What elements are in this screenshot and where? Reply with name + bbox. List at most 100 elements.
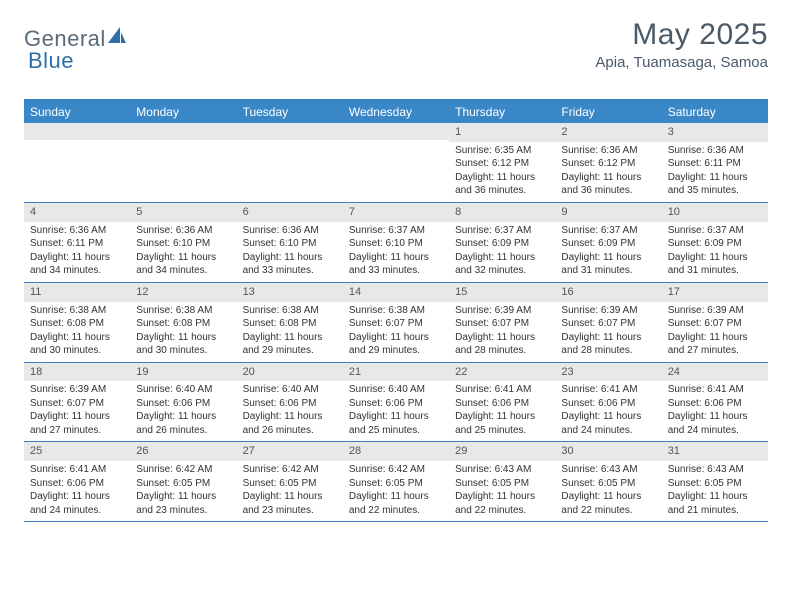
sunrise-text: Sunrise: 6:42 AM: [243, 463, 337, 477]
day-number: 11: [24, 283, 130, 302]
day-number: 21: [343, 363, 449, 382]
calendar-grid: SundayMondayTuesdayWednesdayThursdayFrid…: [24, 99, 768, 522]
weekday-saturday: Saturday: [662, 101, 768, 123]
day-number: 29: [449, 442, 555, 461]
daylight-text: Daylight: 11 hours and 21 minutes.: [668, 490, 762, 517]
day-body: Sunrise: 6:37 AMSunset: 6:10 PMDaylight:…: [343, 224, 449, 278]
daylight-text: Daylight: 11 hours and 23 minutes.: [243, 490, 337, 517]
daylight-text: Daylight: 11 hours and 23 minutes.: [136, 490, 230, 517]
sunrise-text: Sunrise: 6:38 AM: [349, 304, 443, 318]
day-cell: 3Sunrise: 6:36 AMSunset: 6:11 PMDaylight…: [662, 123, 768, 202]
day-body: Sunrise: 6:43 AMSunset: 6:05 PMDaylight:…: [555, 463, 661, 517]
day-number: 7: [343, 203, 449, 222]
week-row: 4 Sunrise: 6:36 AM Sunset: 6:11 PM Daylight…: [24, 203, 768, 283]
day-body: Sunrise: 6:37 AMSunset: 6:09 PMDaylight:…: [555, 224, 661, 278]
day-cell: 9Sunrise: 6:37 AMSunset: 6:09 PMDaylight…: [555, 203, 661, 282]
day-body: Sunrise: 6:36 AMSunset: 6:11 PMDaylight:…: [662, 144, 768, 198]
weekday-header-row: SundayMondayTuesdayWednesdayThursdayFrid…: [24, 101, 768, 123]
sunset-text: Sunset: 6:06 PM: [455, 397, 549, 411]
day-cell: 10Sunrise: 6:37 AMSunset: 6:09 PMDayligh…: [662, 203, 768, 282]
day-number: 17: [662, 283, 768, 302]
day-body: Sunrise: 6:41 AMSunset: 6:06 PMDaylight:…: [449, 383, 555, 437]
day-number: 16: [555, 283, 661, 302]
day-number: 2: [555, 123, 661, 142]
daylight-text: Daylight: 11 hours and 24 minutes.: [561, 410, 655, 437]
day-cell: 24Sunrise: 6:41 AMSunset: 6:06 PMDayligh…: [662, 363, 768, 442]
sunset-text: Sunset: 6:11 PM: [668, 157, 762, 171]
sunrise-text: Sunrise: 6:37 AM: [561, 224, 655, 238]
day-number: [237, 123, 343, 140]
day-cell: 2Sunrise: 6:36 AMSunset: 6:12 PMDaylight…: [555, 123, 661, 202]
logo: General: [24, 18, 130, 52]
day-body: Sunrise: 6:43 AMSunset: 6:05 PMDaylight:…: [662, 463, 768, 517]
day-number: 6: [237, 203, 343, 222]
day-body: Sunrise: 6:43 AMSunset: 6:05 PMDaylight:…: [449, 463, 555, 517]
day-number: 14: [343, 283, 449, 302]
day-cell: 22Sunrise: 6:41 AMSunset: 6:06 PMDayligh…: [449, 363, 555, 442]
day-cell: 26Sunrise: 6:42 AMSunset: 6:05 PMDayligh…: [130, 442, 236, 521]
sunset-text: Sunset: 6:08 PM: [243, 317, 337, 331]
sunrise-text: Sunrise: 6:36 AM: [561, 144, 655, 158]
day-body: Sunrise: 6:42 AMSunset: 6:05 PMDaylight:…: [130, 463, 236, 517]
daylight-text: Daylight: 11 hours and 36 minutes.: [455, 171, 549, 198]
day-number: [24, 123, 130, 140]
daylight-text: Daylight: 11 hours and 25 minutes.: [349, 410, 443, 437]
day-body: Sunrise: 6:37 AMSunset: 6:09 PMDaylight:…: [449, 224, 555, 278]
day-number: 12: [130, 283, 236, 302]
weekday-tuesday: Tuesday: [237, 101, 343, 123]
day-body: Sunrise: 6:35 AMSunset: 6:12 PMDaylight:…: [449, 144, 555, 198]
weekday-friday: Friday: [555, 101, 661, 123]
daylight-text: Daylight: 11 hours and 35 minutes.: [668, 171, 762, 198]
sunset-text: Sunset: 6:10 PM: [349, 237, 443, 251]
day-number: [130, 123, 236, 140]
sunrise-text: Sunrise: 6:36 AM: [243, 224, 337, 238]
day-body: Sunrise: 6:39 AMSunset: 6:07 PMDaylight:…: [24, 383, 130, 437]
day-number: 31: [662, 442, 768, 461]
day-body: Sunrise: 6:40 AMSunset: 6:06 PMDaylight:…: [130, 383, 236, 437]
sunrise-text: Sunrise: 6:42 AM: [136, 463, 230, 477]
sunrise-text: Sunrise: 6:40 AM: [243, 383, 337, 397]
day-cell: 27 Sunrise: 6:42 AMSunset: 6:05 PMDayligh…: [237, 442, 343, 521]
sunrise-text: Sunrise: 6:38 AM: [136, 304, 230, 318]
day-body: Sunrise: 6:42 AMSunset: 6:05 PMDaylight:…: [343, 463, 449, 517]
day-body: Sunrise: 6:41 AMSunset: 6:06 PMDaylight:…: [555, 383, 661, 437]
day-cell: 21Sunrise: 6:40 AMSunset: 6:06 PMDayligh…: [343, 363, 449, 442]
sunset-text: Sunset: 6:10 PM: [136, 237, 230, 251]
sunset-text: Sunset: 6:09 PM: [455, 237, 549, 251]
day-cell: 23Sunrise: 6:41 AMSunset: 6:06 PMDayligh…: [555, 363, 661, 442]
sunset-text: Sunset: 6:05 PM: [243, 477, 337, 491]
day-body: Sunrise: 6:39 AMSunset: 6:07 PMDaylight:…: [555, 304, 661, 358]
sunset-text: Sunset: 6:11 PM: [30, 237, 124, 251]
day-cell-empty: [343, 123, 449, 202]
day-cell: 6Sunrise: 6:36 AMSunset: 6:10 PMDaylight…: [237, 203, 343, 282]
daylight-text: Daylight: 11 hours and 31 minutes.: [668, 251, 762, 278]
day-number: 5: [130, 203, 236, 222]
sunrise-text: Sunrise: 6:37 AM: [668, 224, 762, 238]
day-number: 27: [237, 442, 343, 461]
daylight-text: Daylight: 11 hours and 30 minutes.: [136, 331, 230, 358]
day-number: 4: [24, 203, 130, 222]
sunset-text: Sunset: 6:07 PM: [349, 317, 443, 331]
sunset-text: Sunset: 6:06 PM: [243, 397, 337, 411]
week-row: 1Sunrise: 6:35 AMSunset: 6:12 PMDaylight…: [24, 123, 768, 203]
sunset-text: Sunset: 6:06 PM: [349, 397, 443, 411]
calendar-page: General May 2025 Apia, Tuamasaga, Samoa …: [0, 0, 792, 534]
sunset-text: Sunset: 6:07 PM: [30, 397, 124, 411]
sunset-text: Sunset: 6:05 PM: [668, 477, 762, 491]
day-number: 22: [449, 363, 555, 382]
sunrise-text: Sunrise: 6:40 AM: [349, 383, 443, 397]
day-body: Sunrise: 6:40 AMSunset: 6:06 PMDaylight:…: [237, 383, 343, 437]
day-cell: 4Sunrise: 6:36 AMSunset: 6:11 PMDaylight…: [24, 203, 130, 282]
day-number: 25: [24, 442, 130, 461]
day-cell: 28Sunrise: 6:42 AMSunset: 6:05 PMDayligh…: [343, 442, 449, 521]
day-cell: 20Sunrise: 6:40 AMSunset: 6:06 PMDayligh…: [237, 363, 343, 442]
day-body: Sunrise: 6:38 AMSunset: 6:08 PMDaylight:…: [24, 304, 130, 358]
day-cell: 7 Sunrise: 6:37 AMSunset: 6:10 PMDaylight…: [343, 203, 449, 282]
daylight-text: Daylight: 11 hours and 32 minutes.: [455, 251, 549, 278]
day-number: 20: [237, 363, 343, 382]
day-cell: 15Sunrise: 6:39 AMSunset: 6:07 PMDayligh…: [449, 283, 555, 362]
daylight-text: Daylight: 11 hours and 36 minutes.: [561, 171, 655, 198]
weekday-wednesday: Wednesday: [343, 101, 449, 123]
week-row: 25Sunrise: 6:41 AMSunset: 6:06 PMDayligh…: [24, 442, 768, 522]
daylight-text: Daylight: 11 hours and 24 minutes.: [668, 410, 762, 437]
